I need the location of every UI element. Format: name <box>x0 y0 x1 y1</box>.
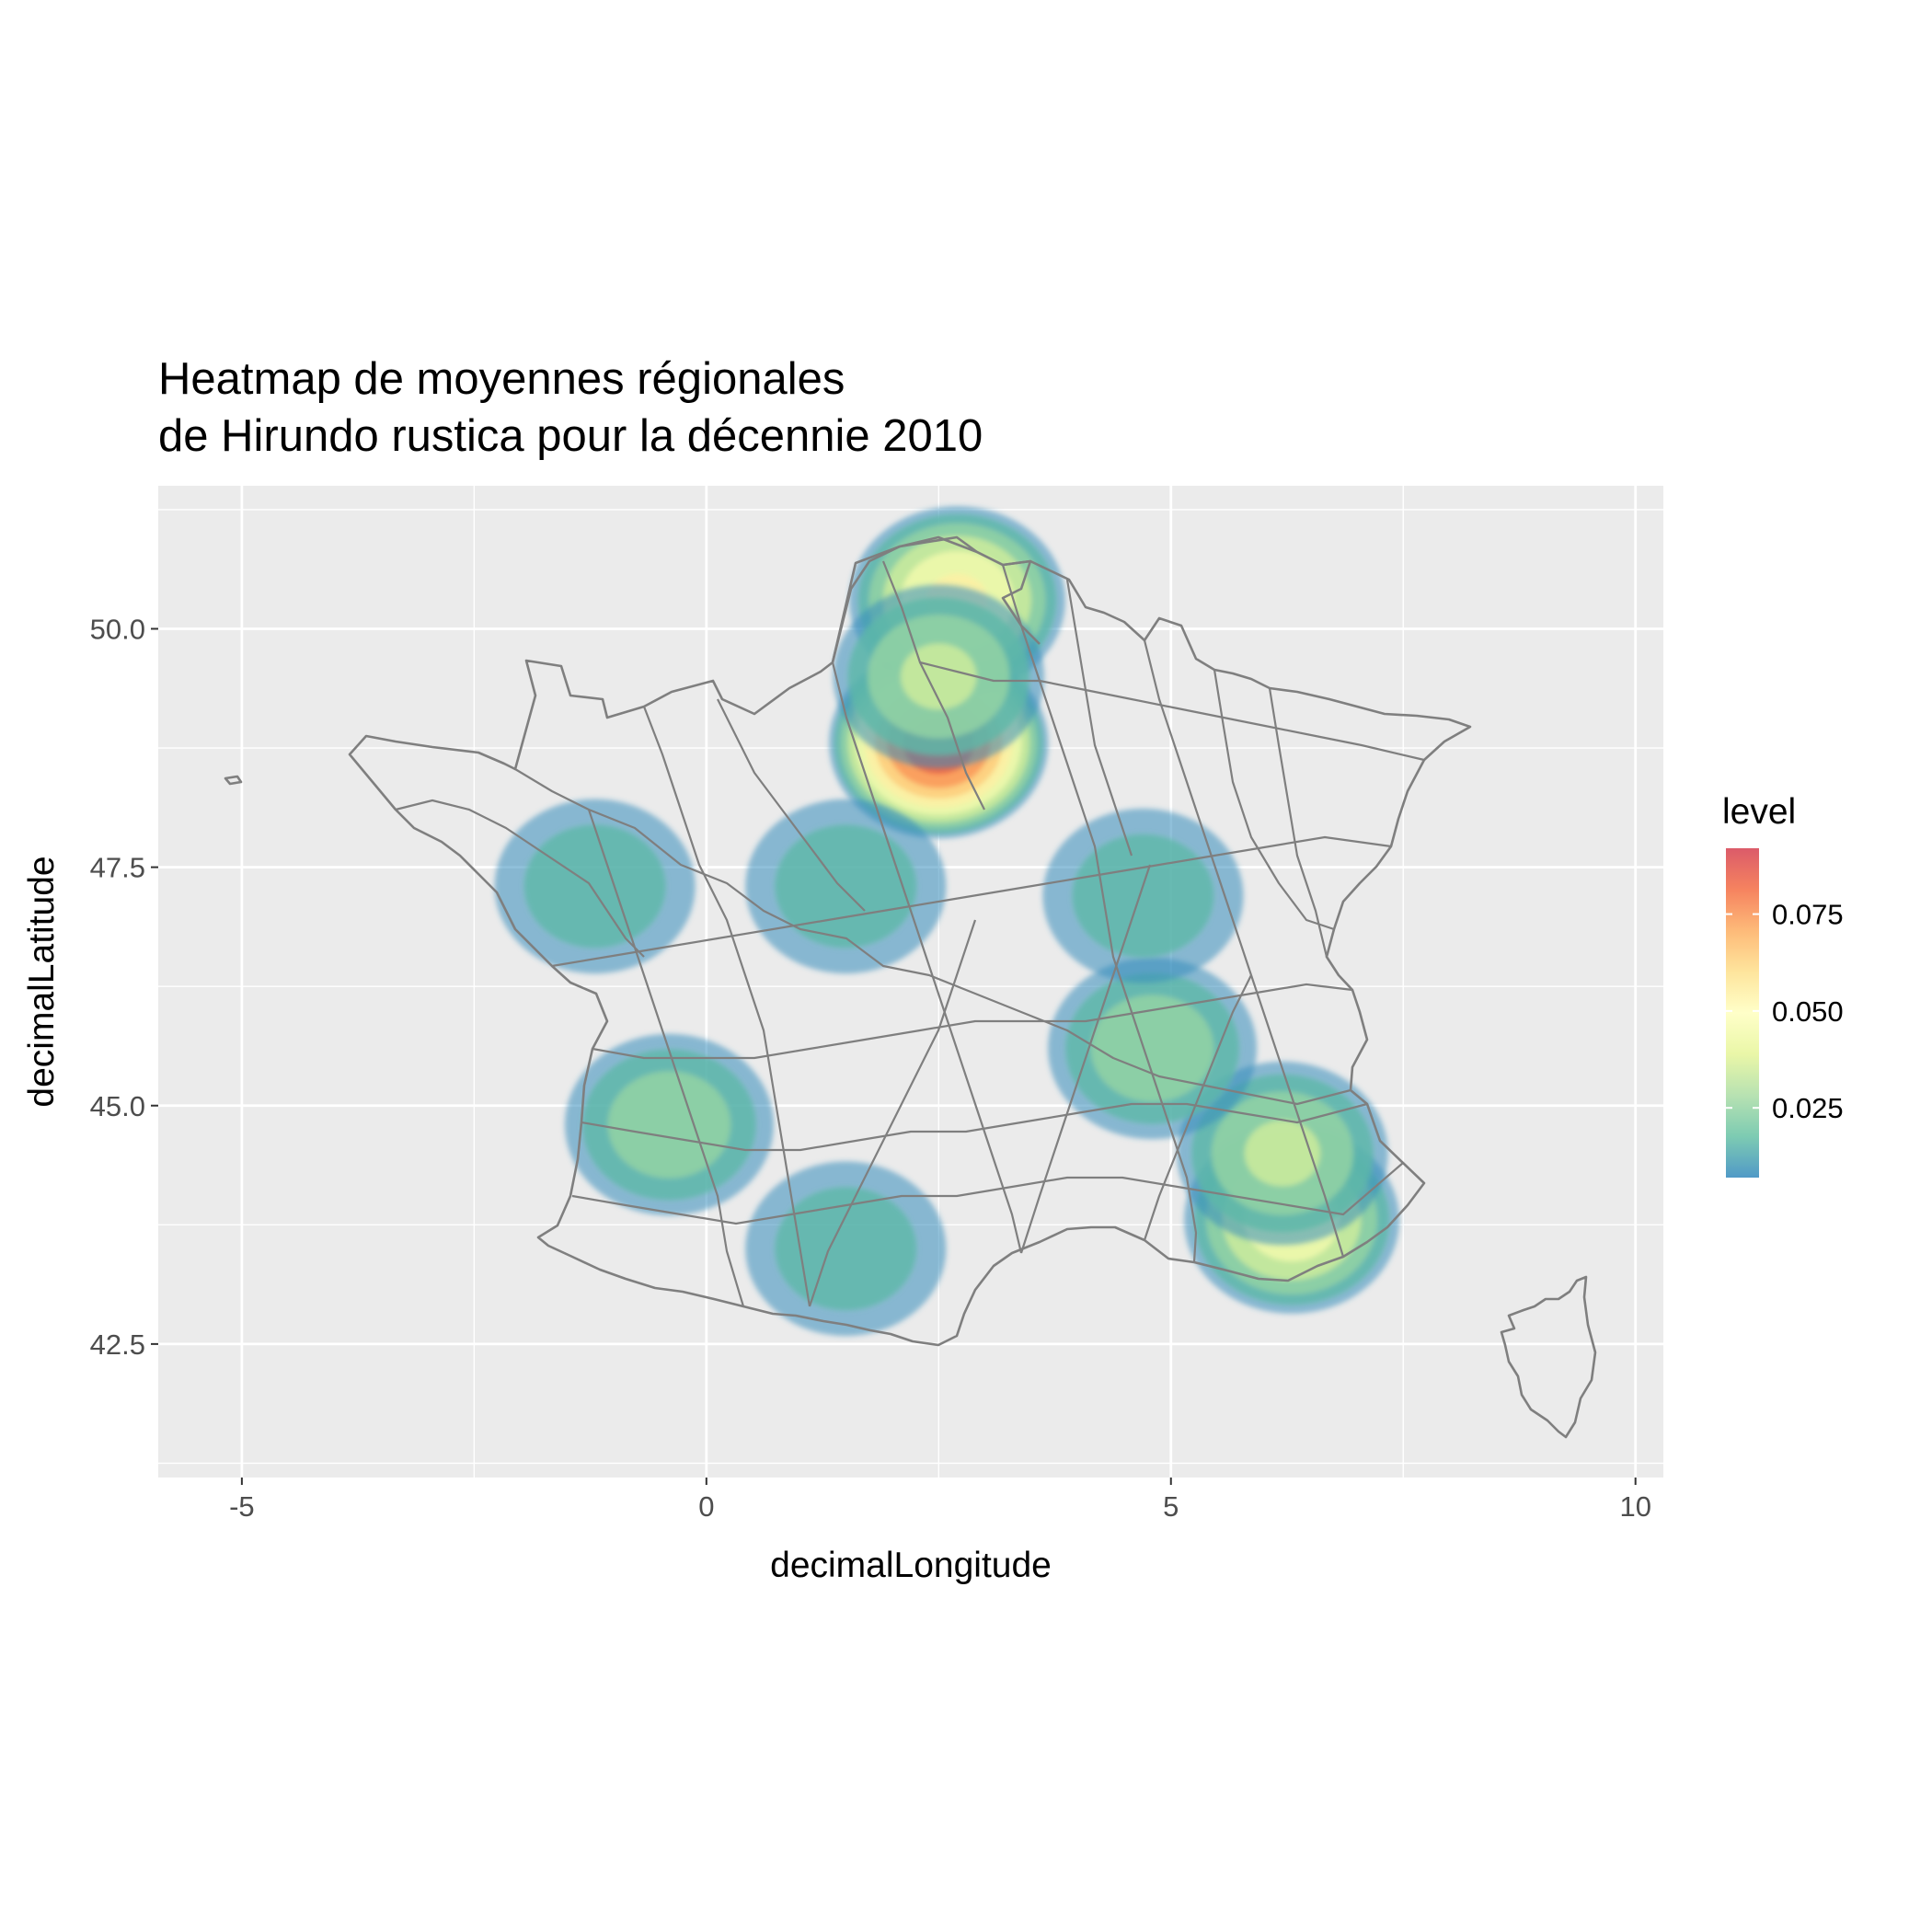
legend-title: level <box>1722 792 1796 832</box>
corsica-outline <box>1500 1275 1597 1439</box>
minor-gridlines <box>158 486 1663 1478</box>
y-tick-label-2: 47.5 <box>90 852 145 884</box>
plot-panel <box>158 486 1663 1478</box>
y-tick-label-0: 42.5 <box>90 1328 145 1361</box>
density-band-10-1 <box>775 1187 917 1311</box>
legend-ticks: 0.025 0.050 0.075 <box>1726 899 1844 1124</box>
density-layer <box>494 506 1400 1337</box>
department-boundaries <box>395 560 1425 1307</box>
chart-title-line-2: de Hirundo rustica pour la décennie 2010 <box>158 411 983 461</box>
density-hotspot-7 <box>494 799 696 974</box>
density-band-4-3 <box>1244 1120 1321 1187</box>
density-hotspot-9 <box>1042 808 1244 983</box>
y-tick-label-1: 45.0 <box>90 1090 145 1122</box>
x-tick-label-2: 5 <box>1163 1490 1179 1523</box>
y-axis: 42.5 45.0 47.5 50.0 <box>90 613 158 1361</box>
density-band-6-2 <box>607 1071 731 1179</box>
x-tick-label-0: -5 <box>229 1490 255 1523</box>
x-tick-label-1: 0 <box>698 1490 714 1523</box>
france-outline <box>348 535 1472 1347</box>
legend-tick-label-2: 0.075 <box>1772 899 1844 931</box>
density-band-8-1 <box>775 824 917 949</box>
legend-tick-label-0: 0.025 <box>1772 1092 1844 1124</box>
y-tick-label-3: 50.0 <box>90 613 145 645</box>
france-basemap <box>224 535 1597 1439</box>
density-hotspot-10 <box>745 1161 947 1337</box>
x-tick-label-3: 10 <box>1619 1490 1650 1523</box>
legend: level 0.025 0.050 0.075 <box>1722 792 1844 1178</box>
oleron-island <box>224 775 243 786</box>
legend-colorbar <box>1726 848 1759 1178</box>
legend-tick-label-1: 0.050 <box>1772 995 1844 1028</box>
y-axis-title: decimalLatitude <box>22 856 62 1107</box>
chart-title-line-1: Heatmap de moyennes régionales <box>158 354 845 404</box>
density-hotspot-6 <box>564 1033 774 1216</box>
density-band-5-2 <box>1090 995 1214 1102</box>
france-outline-north <box>831 535 1041 663</box>
x-axis: -5 0 5 10 <box>229 1478 1651 1523</box>
density-band-7-1 <box>523 824 666 949</box>
density-hotspot-5 <box>1048 957 1258 1140</box>
density-hotspot-2 <box>833 584 1045 769</box>
x-axis-title: decimalLongitude <box>770 1546 1052 1585</box>
density-band-9-1 <box>1072 834 1214 958</box>
density-hotspot-8 <box>745 799 947 974</box>
